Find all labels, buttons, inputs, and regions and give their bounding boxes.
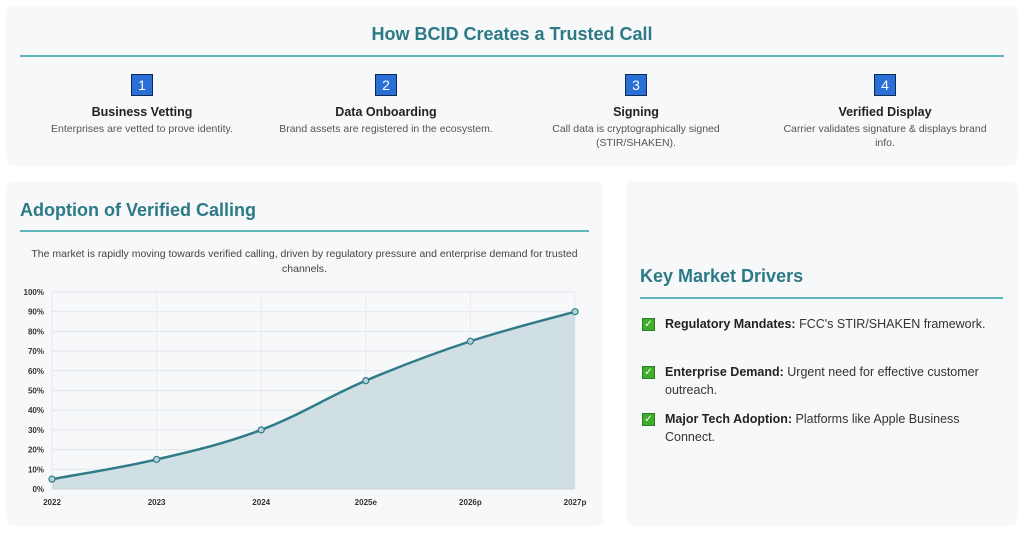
step-title: Signing <box>613 105 659 119</box>
step-description: Call data is cryptographically signed (S… <box>552 123 720 149</box>
driver-item: ✓ Regulatory Mandates: FCC's STIR/SHAKEN… <box>640 315 990 333</box>
step-3: 3 Signing Call data is cryptographically… <box>518 74 754 150</box>
adoption-title: Adoption of Verified Calling <box>20 200 256 220</box>
drivers-title: Key Market Drivers <box>640 266 804 286</box>
step-description: Enterprises are vetted to prove identity… <box>51 123 233 135</box>
series-line <box>51 310 576 481</box>
data-point <box>571 308 579 316</box>
step-title: Verified Display <box>838 105 932 119</box>
x-tick-label: 2025e <box>355 498 378 507</box>
data-point <box>153 455 161 464</box>
y-tick-label: 0% <box>32 485 44 494</box>
step-4: 4 Verified Display Carrier validates sig… <box>767 74 1003 150</box>
driver-text: FCC's STIR/SHAKEN framework. <box>795 317 986 331</box>
adoption-description: The market is rapidly moving towards ver… <box>31 248 578 275</box>
step-number: 3 <box>625 74 647 96</box>
y-tick-label: 90% <box>28 308 44 317</box>
driver-text: Urgent need for effective customer outre… <box>665 365 979 397</box>
y-tick-label: 10% <box>28 465 44 474</box>
y-tick-label: 50% <box>28 387 44 396</box>
data-point <box>257 426 265 434</box>
x-tick-label: 2026p <box>459 498 482 507</box>
checkmark-icon: ✓ <box>642 318 655 331</box>
step-1: 1 Business Vetting Enterprises are vette… <box>24 74 260 136</box>
area-fill <box>52 311 575 489</box>
step-description: Carrier validates signature & displays b… <box>783 123 987 149</box>
steps-card: How BCID Creates a Trusted Call 1 Busine… <box>6 6 1018 166</box>
checkmark-icon: ✓ <box>642 413 655 426</box>
driver-label: Enterprise Demand: <box>665 365 784 379</box>
step-title: Business Vetting <box>91 105 193 119</box>
step-number: 1 <box>131 74 153 96</box>
adoption-divider <box>20 230 589 232</box>
x-tick-label: 2024 <box>252 498 270 507</box>
driver-item: ✓ Major Tech Adoption: Platforms like Ap… <box>640 410 990 446</box>
y-tick-label: 30% <box>28 426 44 435</box>
data-point <box>362 377 370 385</box>
y-tick-label: 100% <box>24 288 44 297</box>
steps-title: How BCID Creates a Trusted Call <box>371 24 653 44</box>
driver-label: Regulatory Mandates: <box>665 317 796 331</box>
adoption-card: Adoption of Verified Calling The market … <box>6 181 603 526</box>
drivers-card: Key Market Drivers ✓ Regulatory Mandates… <box>626 181 1018 526</box>
driver-text: Platforms like Apple Business Connect. <box>665 412 960 444</box>
step-2: 2 Data Onboarding Brand assets are regis… <box>268 74 504 136</box>
x-tick-label: 2027p <box>564 498 587 507</box>
step-number: 2 <box>375 74 397 96</box>
drivers-divider <box>640 297 1003 299</box>
y-tick-label: 80% <box>28 327 44 336</box>
checkmark-icon: ✓ <box>642 366 655 379</box>
driver-label: Major Tech Adoption: <box>665 412 793 426</box>
y-tick-label: 70% <box>28 347 44 356</box>
step-number: 4 <box>874 74 896 96</box>
data-point <box>48 475 56 483</box>
data-point <box>466 337 474 345</box>
y-tick-label: 40% <box>28 406 44 415</box>
step-title: Data Onboarding <box>335 105 437 119</box>
y-tick-label: 60% <box>28 367 44 376</box>
driver-item: ✓ Enterprise Demand: Urgent need for eff… <box>640 363 990 399</box>
x-tick-label: 2023 <box>148 498 166 507</box>
adoption-chart: 0% 10% 20% 30% 40% 50% 60% 70% 80% 90% 100% 2022 202… <box>24 288 587 507</box>
step-description: Brand assets are registered in the ecosy… <box>279 123 493 135</box>
x-tick-label: 2022 <box>43 498 61 507</box>
y-tick-label: 20% <box>28 446 44 455</box>
steps-divider <box>20 55 1004 57</box>
